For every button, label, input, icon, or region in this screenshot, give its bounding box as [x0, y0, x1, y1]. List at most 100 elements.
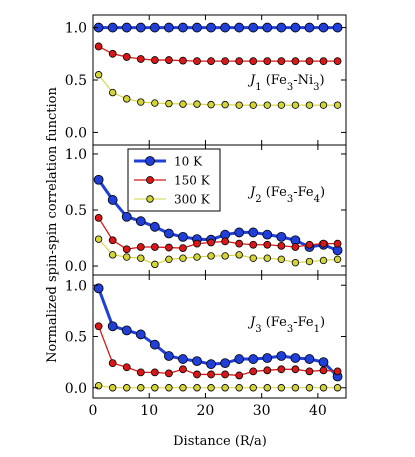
x-tick-label: 10 — [140, 403, 158, 419]
data-point — [319, 366, 328, 375]
data-point — [291, 258, 300, 267]
y-tick-label: 0.0 — [65, 381, 87, 397]
legend-swatch-marker — [145, 156, 155, 166]
data-point — [221, 100, 229, 109]
x-tick-label: 30 — [253, 403, 271, 419]
data-point — [150, 243, 159, 251]
data-point — [193, 239, 201, 248]
data-point — [333, 101, 342, 109]
data-point — [319, 239, 328, 248]
data-point — [333, 255, 342, 264]
data-point — [207, 57, 215, 66]
y-tick-label: 0.0 — [65, 259, 87, 275]
y-tick-label: 1.0 — [65, 278, 87, 294]
data-point — [248, 22, 259, 33]
data-point — [93, 283, 104, 294]
data-point — [305, 384, 314, 392]
data-point — [193, 100, 201, 108]
data-point — [262, 353, 273, 363]
data-point — [151, 99, 159, 107]
data-point — [305, 367, 314, 376]
data-point — [107, 195, 118, 205]
data-point — [151, 384, 159, 392]
data-point — [248, 354, 259, 364]
data-point — [193, 57, 201, 66]
data-point — [276, 22, 287, 33]
data-point — [94, 322, 103, 331]
data-point — [276, 351, 287, 361]
y-tick-label: 0.5 — [65, 330, 87, 346]
legend-entry: 300 K — [174, 193, 211, 207]
data-point — [165, 384, 173, 392]
data-point — [192, 356, 202, 367]
y-tick-label: 1.0 — [65, 147, 87, 163]
y-tick-label: 0.5 — [65, 203, 87, 219]
data-point — [93, 174, 104, 185]
data-point — [333, 57, 342, 66]
y-tick-label: 0.5 — [65, 73, 87, 89]
x-tick-label: 20 — [197, 403, 215, 419]
data-point — [178, 354, 188, 364]
data-point — [305, 257, 314, 266]
data-point — [235, 57, 244, 66]
data-point — [207, 100, 215, 109]
data-point — [319, 57, 328, 66]
panel-frame-3 — [92, 274, 347, 399]
legend-entry: 150 K — [174, 174, 211, 188]
x-tick-label: 0 — [89, 403, 98, 419]
data-point — [277, 384, 286, 392]
data-point — [164, 56, 173, 64]
data-point — [235, 384, 243, 392]
data-point — [108, 384, 117, 392]
data-point — [319, 256, 328, 265]
data-point — [137, 384, 145, 392]
data-point — [220, 22, 231, 33]
x-axis-label: Distance (R/a) — [173, 434, 267, 449]
data-point — [108, 49, 117, 58]
data-point — [179, 100, 187, 108]
data-point — [163, 228, 174, 239]
data-point — [136, 55, 145, 63]
data-point — [305, 57, 314, 66]
data-point — [291, 365, 300, 374]
data-point — [221, 57, 230, 66]
data-point — [221, 252, 229, 260]
data-point — [179, 365, 187, 374]
data-point — [149, 221, 160, 232]
data-point — [165, 99, 173, 108]
data-point — [249, 57, 258, 66]
data-point — [94, 235, 103, 243]
data-point — [107, 321, 118, 332]
data-point — [221, 237, 230, 246]
y-tick-label: 0.0 — [65, 125, 87, 141]
data-point — [150, 368, 159, 377]
x-tick-label: 40 — [309, 403, 327, 419]
data-point — [263, 384, 271, 392]
legend-swatch-marker — [146, 176, 154, 184]
data-point — [123, 384, 131, 392]
data-point — [193, 384, 201, 392]
data-point — [249, 254, 257, 262]
data-point — [121, 325, 132, 336]
legend-swatch-marker — [146, 195, 154, 203]
data-point — [122, 245, 131, 254]
data-point — [290, 22, 301, 33]
data-point — [193, 253, 201, 261]
data-point — [136, 368, 145, 377]
data-point — [277, 241, 286, 250]
y-axis-label: Normalized spin-spin correlation functio… — [45, 87, 60, 363]
data-point — [178, 22, 188, 33]
data-point — [137, 98, 145, 106]
data-point — [136, 243, 145, 251]
data-point — [305, 240, 314, 249]
data-point — [277, 255, 286, 264]
data-point — [318, 22, 329, 33]
data-point — [249, 384, 257, 392]
data-point — [107, 22, 118, 33]
data-point — [137, 254, 145, 262]
data-point — [206, 22, 216, 33]
data-point — [108, 88, 117, 97]
data-point — [165, 255, 173, 264]
